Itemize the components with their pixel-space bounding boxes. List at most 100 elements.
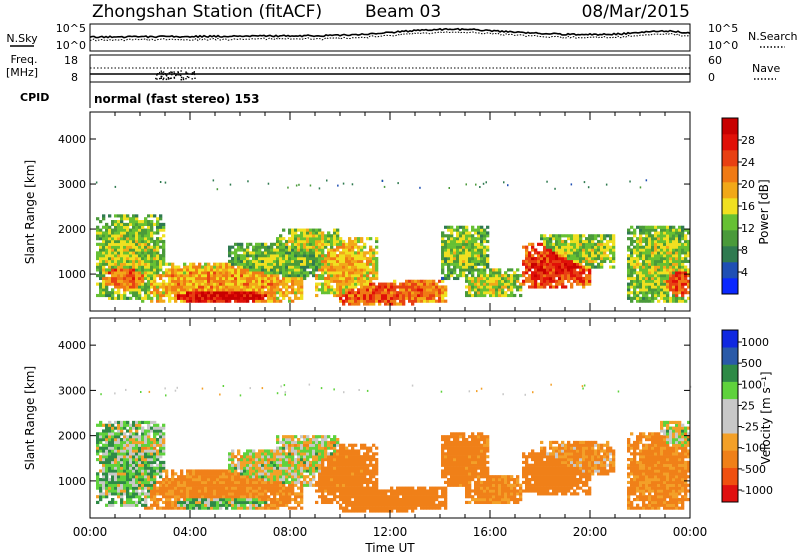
heatmap-cell xyxy=(291,237,295,241)
heatmap-cell xyxy=(213,492,217,496)
heatmap-cell xyxy=(486,262,490,266)
heatmap-cell xyxy=(135,239,139,244)
heatmap-cell xyxy=(492,285,496,289)
heatmap-cell xyxy=(138,466,142,470)
heatmap-cell xyxy=(360,296,364,300)
beam-title: Beam 03 xyxy=(365,2,441,22)
heatmap-cell xyxy=(468,237,472,241)
heatmap-cell xyxy=(588,274,592,278)
heatmap-cell xyxy=(369,296,373,300)
heatmap-cell xyxy=(189,475,193,479)
heatmap-cell xyxy=(114,486,118,490)
heatmap-cell xyxy=(150,478,154,482)
heatmap-cell xyxy=(225,475,229,479)
heatmap-cell xyxy=(348,282,352,286)
heatmap-cell xyxy=(147,452,151,456)
heatmap-cell xyxy=(210,500,214,505)
heatmap-cell xyxy=(258,463,262,467)
heatmap-cell xyxy=(393,296,397,300)
heatmap-cell xyxy=(210,483,214,487)
heatmap-cell xyxy=(357,279,361,283)
heatmap-cell xyxy=(549,285,553,289)
heatmap-cell xyxy=(489,271,493,275)
heatmap-cell xyxy=(645,237,649,241)
heatmap-cell xyxy=(480,285,484,289)
heatmap-cell xyxy=(123,420,127,425)
heatmap-cell xyxy=(264,251,268,255)
heatmap-cell xyxy=(246,254,250,258)
heatmap-cell xyxy=(111,220,115,224)
heatmap-cell xyxy=(546,248,550,252)
heatmap-cell xyxy=(117,293,121,298)
heatmap-cell xyxy=(585,245,589,249)
heatmap-cell xyxy=(135,282,139,286)
heatmap-cell xyxy=(141,271,145,275)
heatmap-cell xyxy=(195,268,199,272)
heatmap-cell xyxy=(684,234,688,238)
heatmap-cell xyxy=(297,279,301,283)
heatmap-cell xyxy=(111,237,115,241)
heatmap-cell xyxy=(315,237,319,241)
heatmap-cell xyxy=(147,248,151,252)
heatmap-cell xyxy=(354,271,358,275)
heatmap-cell xyxy=(456,254,460,258)
heatmap-cell xyxy=(261,262,265,266)
heatmap-cell xyxy=(300,245,304,249)
heatmap-cell xyxy=(111,242,115,246)
heatmap-cell xyxy=(579,245,583,249)
heatmap-cell xyxy=(162,492,166,496)
heatmap-cell xyxy=(669,296,673,300)
heatmap-cell xyxy=(117,234,121,238)
heatmap-cell xyxy=(288,466,292,470)
heatmap-cell xyxy=(99,420,103,425)
heatmap-cell xyxy=(105,480,109,485)
heatmap-cell xyxy=(180,483,184,487)
heatmap-cell xyxy=(354,276,358,281)
heatmap-cell xyxy=(555,271,559,275)
heatmap-cell xyxy=(177,480,181,485)
heatmap-cell xyxy=(252,248,256,252)
heatmap-cell xyxy=(684,256,688,261)
heatmap-cell xyxy=(687,228,691,232)
heatmap-cell xyxy=(273,469,277,473)
heatmap-cell xyxy=(282,503,286,507)
heatmap-cell xyxy=(687,248,691,252)
heatmap-cell xyxy=(576,262,580,266)
heatmap-cell xyxy=(570,256,574,261)
heatmap-cell xyxy=(285,259,289,263)
heatmap-cell xyxy=(153,288,157,292)
heatmap-cell xyxy=(144,443,148,447)
heatmap-cell xyxy=(558,239,562,244)
heatmap-cell xyxy=(441,234,445,238)
heatmap-cell xyxy=(276,268,280,272)
heatmap-cell xyxy=(294,254,298,258)
heatmap-cell xyxy=(114,259,118,263)
heatmap-cell xyxy=(255,475,259,479)
heatmap-cell xyxy=(645,251,649,255)
heatmap-cell xyxy=(465,254,469,258)
heatmap-cell xyxy=(144,498,148,502)
heatmap-cell xyxy=(198,498,202,502)
heatmap-cell xyxy=(111,222,115,227)
heatmap-cell xyxy=(288,262,292,266)
heatmap-cell xyxy=(237,480,241,485)
heatmap-cell xyxy=(210,472,214,476)
heatmap-cell xyxy=(114,466,118,470)
heatmap-cell xyxy=(651,288,655,292)
heatmap-cell xyxy=(153,472,157,476)
heatmap-cell xyxy=(240,282,244,286)
heatmap-cell xyxy=(237,248,241,252)
heatmap-cell xyxy=(132,214,136,218)
heatmap-cell xyxy=(306,251,310,255)
heatmap-cell xyxy=(498,288,502,292)
heatmap-cell xyxy=(459,237,463,241)
heatmap-cell xyxy=(261,245,265,249)
heatmap-cell xyxy=(150,239,154,244)
heatmap-cell xyxy=(666,293,670,298)
heatmap-cell xyxy=(675,288,679,292)
heatmap-cell xyxy=(678,245,682,249)
heatmap-cell xyxy=(654,274,658,278)
heatmap-cell xyxy=(129,259,133,263)
heatmap-cell xyxy=(177,506,181,510)
heatmap-cell xyxy=(594,234,598,238)
